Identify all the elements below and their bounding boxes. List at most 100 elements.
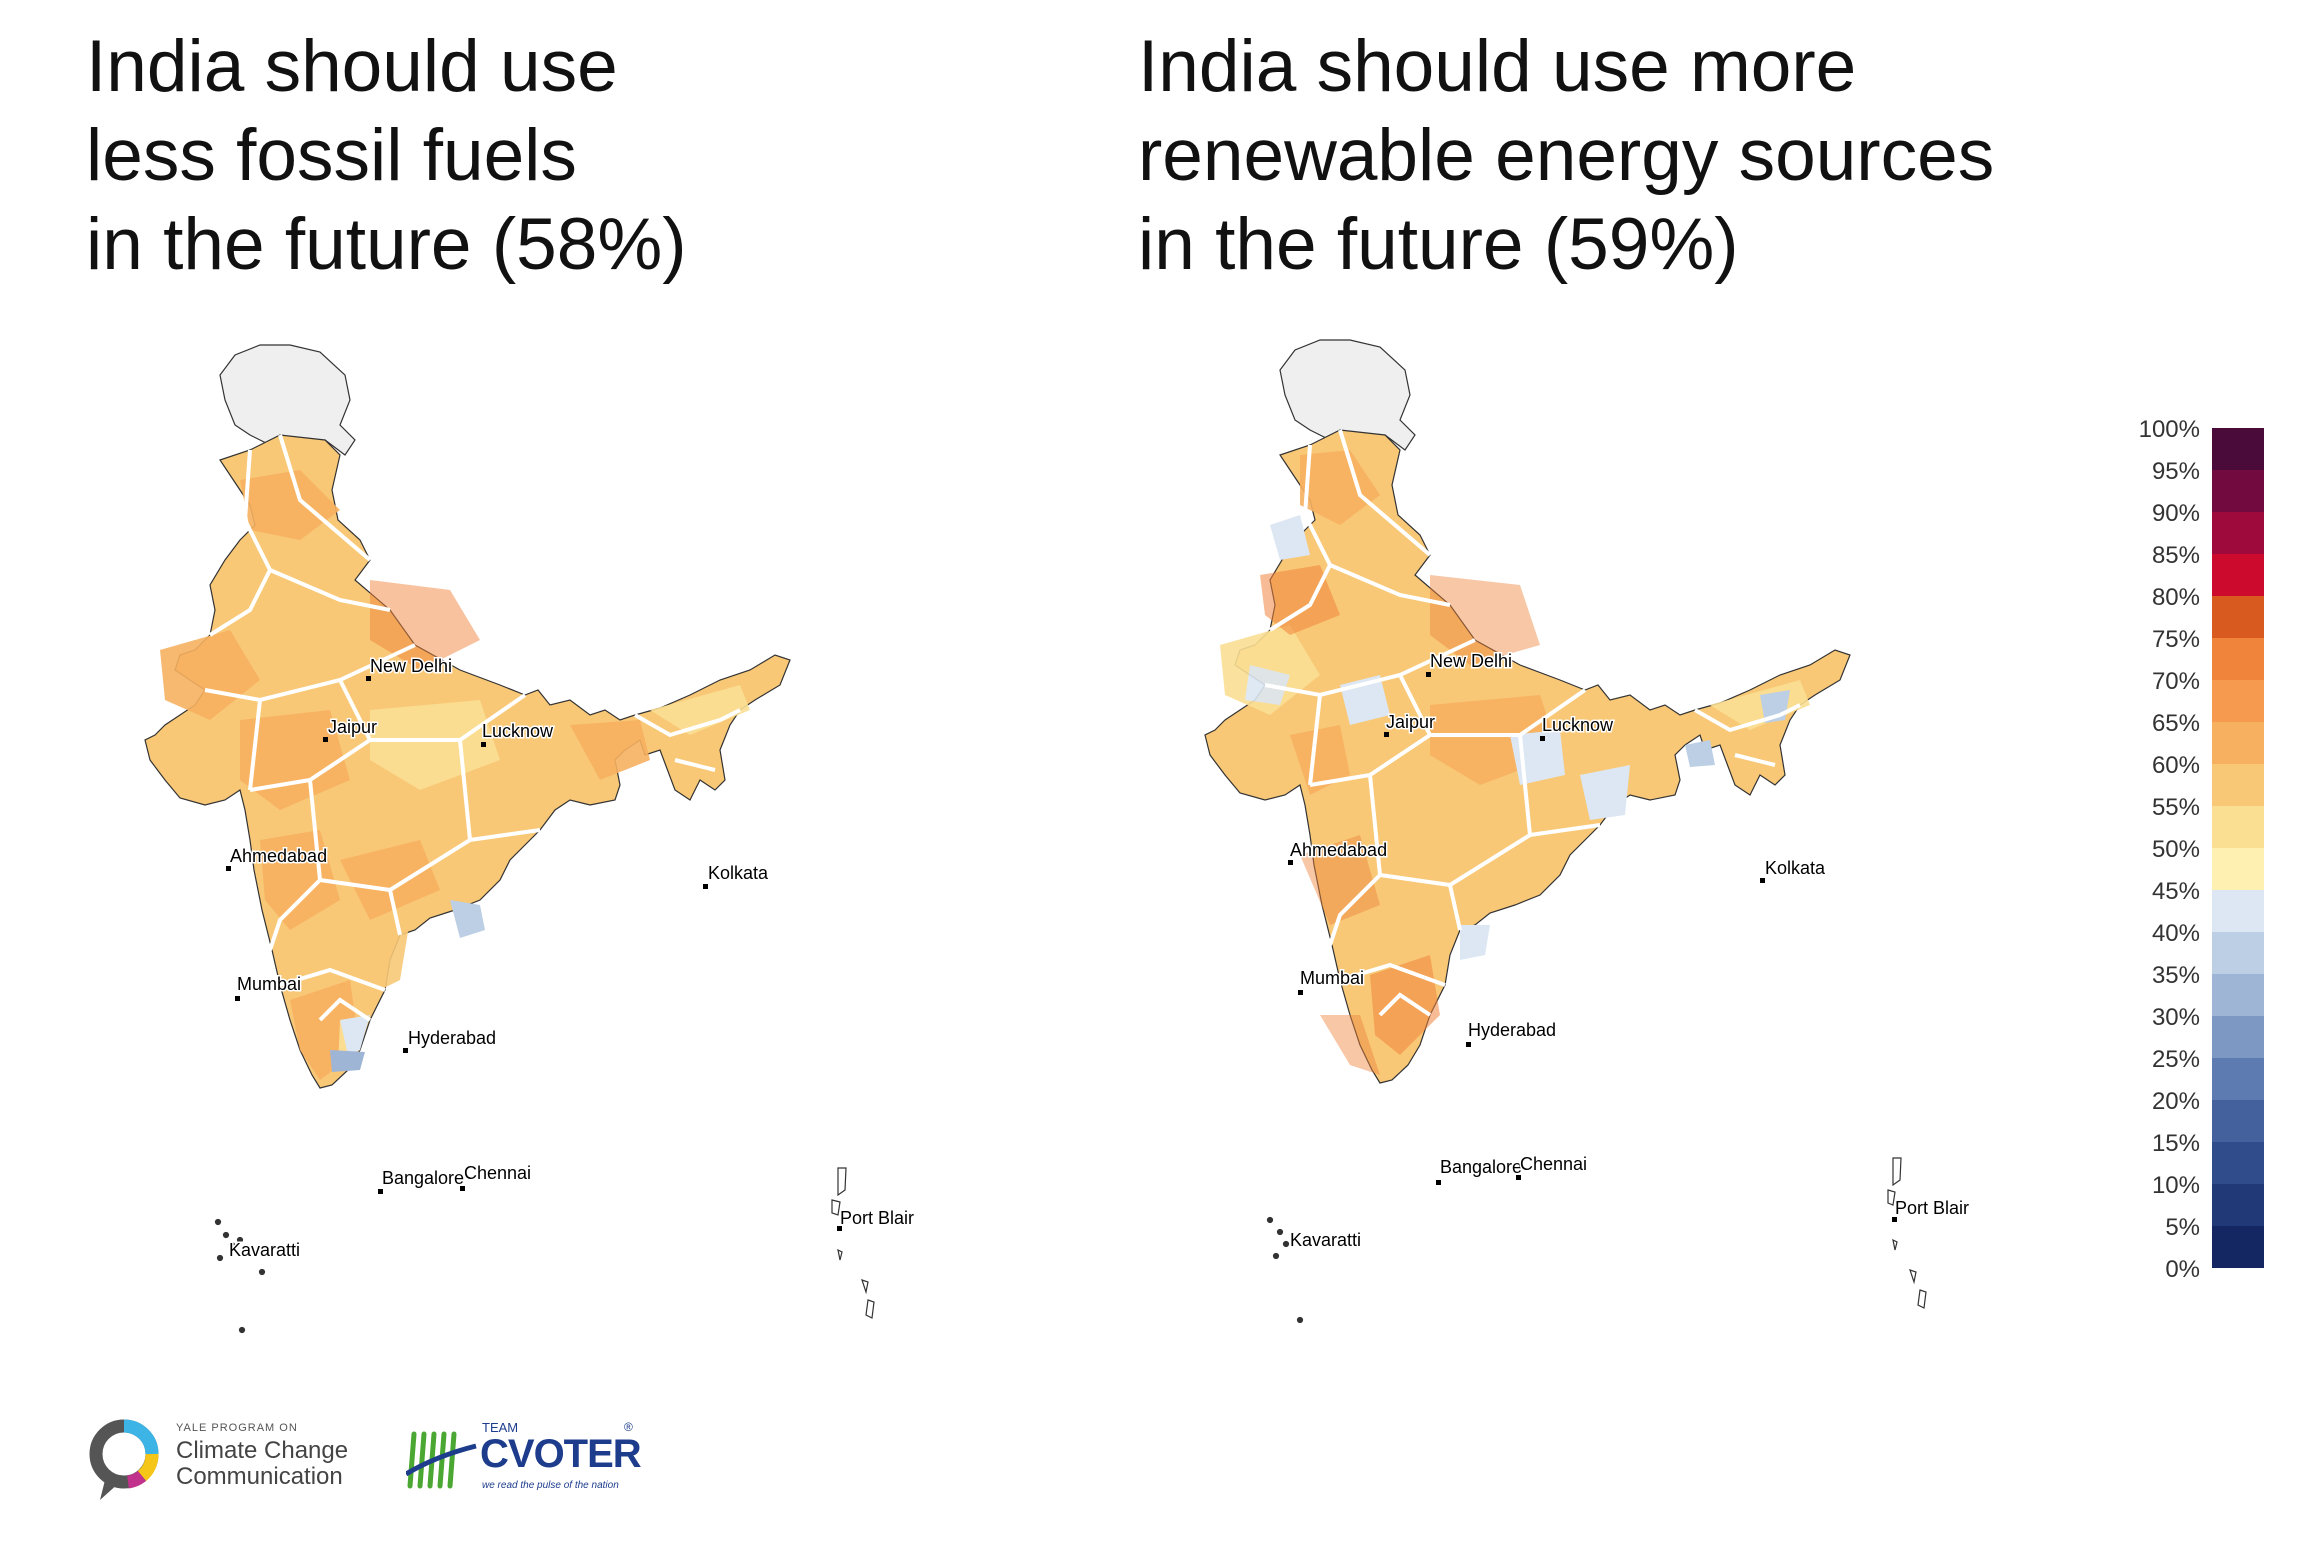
legend-swatch (2212, 428, 2264, 470)
right-region-blue-3 (1580, 765, 1630, 820)
right-region-blue-5 (1460, 925, 1490, 960)
right-india-map (1204, 339, 1851, 1084)
legend-swatch (2212, 722, 2264, 764)
right-map-title: India should use more renewable energy s… (1138, 22, 1994, 289)
legend-label: 50% (2151, 836, 2200, 863)
legend-label: 25% (2151, 1046, 2200, 1073)
left-region-blue-1 (340, 1015, 370, 1055)
left-city-labels: New Delhi Jaipur Lucknow Ahmedabad Kolka… (226, 655, 916, 1262)
legend-label: 95% (2151, 458, 2200, 485)
legend-label: 85% (2151, 542, 2200, 569)
left-city-bangalore: Bangalore (382, 1168, 464, 1188)
legend-label: 0% (2165, 1256, 2200, 1283)
left-map-title: India should use less fossil fuels in th… (86, 22, 687, 289)
right-region-blue-4 (1685, 740, 1715, 767)
legend-label: 90% (2151, 500, 2200, 527)
right-title-line-3: in the future (59%) (1138, 204, 1739, 285)
yale-title-line-2: Communication (176, 1463, 343, 1490)
yale-logo: YALE PROGRAM ON Climate Change Communica… (86, 1416, 386, 1506)
legend-label: 70% (2151, 668, 2200, 695)
left-city-chennai: Chennai (464, 1163, 531, 1183)
left-city-mumbai: Mumbai (237, 974, 301, 994)
right-title-line-1: India should use more (1138, 26, 1857, 107)
right-region-blue-6 (1270, 515, 1310, 560)
legend-swatch (2212, 596, 2264, 638)
legend-label: 100% (2138, 416, 2200, 443)
legend-label: 60% (2151, 752, 2200, 779)
legend-swatch (2212, 680, 2264, 722)
legend-label: 40% (2151, 920, 2200, 947)
yale-program-label: YALE PROGRAM ON (176, 1422, 298, 1434)
left-india-map (144, 344, 791, 1089)
right-city-hyderabad: Hyderabad (1468, 1020, 1556, 1040)
left-city-jaipur: Jaipur (328, 717, 377, 737)
legend-label: 5% (2165, 1214, 2200, 1241)
left-district-patches (160, 470, 750, 1080)
right-city-new-delhi: New Delhi (1430, 651, 1512, 671)
legend-swatch (2212, 1058, 2264, 1100)
legend-swatch (2212, 890, 2264, 932)
right-city-port-blair: Port Blair (1895, 1198, 1969, 1218)
legend-label: 55% (2151, 794, 2200, 821)
left-city-kolkata: Kolkata (708, 863, 769, 883)
left-state-borders (204, 434, 741, 1022)
legend-swatch (2212, 974, 2264, 1016)
legend-label: 15% (2151, 1130, 2200, 1157)
right-city-chennai: Chennai (1520, 1154, 1587, 1174)
left-region-blue-2 (450, 900, 485, 938)
left-city-hyderabad: Hyderabad (408, 1028, 496, 1048)
right-city-jaipur: Jaipur (1386, 712, 1435, 732)
legend-label: 45% (2151, 878, 2200, 905)
legend-swatch (2212, 1142, 2264, 1184)
right-title-line-2: renewable energy sources (1138, 115, 1995, 196)
left-islands (214, 1167, 875, 1334)
cvoter-name: CVOTER (480, 1432, 642, 1476)
right-city-kavaratti: Kavaratti (1290, 1230, 1361, 1250)
legend-swatch (2212, 1016, 2264, 1058)
left-city-lucknow: Lucknow (482, 721, 554, 741)
legend-label: 20% (2151, 1088, 2200, 1115)
legend-swatch (2212, 806, 2264, 848)
left-region-blue-3 (330, 1050, 365, 1072)
right-city-mumbai: Mumbai (1300, 968, 1364, 988)
legend-swatch (2212, 1184, 2264, 1226)
right-city-ahmedabad: Ahmedabad (1290, 840, 1387, 860)
left-city-kavaratti: Kavaratti (229, 1240, 300, 1260)
cvoter-registered-mark: ® (624, 1420, 633, 1434)
legend-swatch (2212, 512, 2264, 554)
legend-label: 30% (2151, 1004, 2200, 1031)
legend-swatch (2212, 764, 2264, 806)
legend-label: 65% (2151, 710, 2200, 737)
color-legend: 100% 95% 90% 85% 80% 75% 70% 65% 60% 55% 50% 45% 40%… (2130, 416, 2290, 1282)
yale-title-line-1: Climate Change (176, 1437, 349, 1464)
left-city-new-delhi: New Delhi (370, 656, 452, 676)
legend-swatch (2212, 1100, 2264, 1142)
left-title-line-3: in the future (58%) (86, 204, 687, 285)
cvoter-team-label: TEAM (482, 1420, 519, 1435)
right-district-patches (1220, 450, 1810, 1075)
cvoter-tagline: we read the pulse of the nation (482, 1480, 619, 1491)
legend-swatch (2212, 470, 2264, 512)
left-title-line-1: India should use (86, 26, 618, 107)
legend-swatch (2212, 638, 2264, 680)
legend-swatch (2212, 932, 2264, 974)
legend-label: 80% (2151, 584, 2200, 611)
right-state-borders (1264, 429, 1801, 1017)
left-title-line-2: less fossil fuels (86, 115, 577, 196)
right-city-lucknow: Lucknow (1542, 715, 1614, 735)
legend-swatch (2212, 1226, 2264, 1268)
yale-title: Climate Change Communication (176, 1438, 348, 1490)
left-city-port-blair: Port Blair (840, 1208, 914, 1228)
right-islands (1266, 1157, 1927, 1324)
cvoter-tally-icon (404, 1431, 477, 1489)
legend-swatch (2212, 848, 2264, 890)
legend-swatch (2212, 554, 2264, 596)
right-city-bangalore: Bangalore (1440, 1157, 1522, 1177)
right-city-labels: New Delhi Jaipur Lucknow Ahmedabad Kolka… (1288, 650, 1971, 1252)
left-city-ahmedabad: Ahmedabad (230, 846, 327, 866)
yale-speech-bubble-icon (89, 1419, 159, 1500)
legend-label: 35% (2151, 962, 2200, 989)
legend-label: 75% (2151, 626, 2200, 653)
legend-label: 10% (2151, 1172, 2200, 1199)
